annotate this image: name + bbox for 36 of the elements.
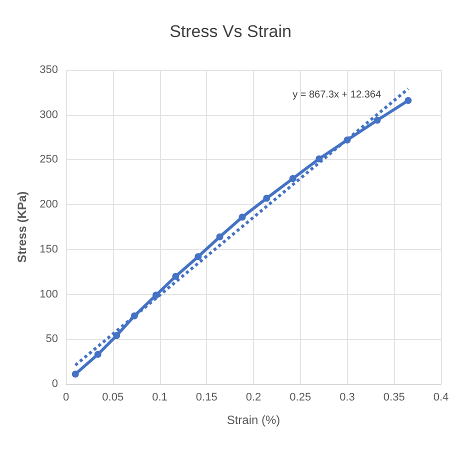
point bbox=[344, 136, 351, 144]
annotation: y = 867.3x + 12.364 bbox=[292, 90, 382, 100]
point bbox=[404, 97, 412, 104]
y-tick-label: 250 bbox=[40, 154, 58, 166]
x-tick-label: 0.3 bbox=[340, 392, 355, 404]
x-axis-title: Strain (%) bbox=[226, 413, 280, 427]
point bbox=[216, 233, 224, 240]
point bbox=[238, 214, 246, 221]
x-tick-label: 0.05 bbox=[102, 392, 124, 404]
y-tick-label: 300 bbox=[40, 108, 58, 121]
chart-title: Stress Vs Strain bbox=[170, 22, 292, 41]
point bbox=[263, 194, 270, 202]
point bbox=[316, 155, 323, 162]
y-tick-label: 150 bbox=[40, 243, 58, 256]
x-tick-label: 0.4 bbox=[433, 392, 449, 404]
point bbox=[194, 253, 202, 260]
x-tick-label: 0.15 bbox=[196, 392, 218, 404]
point bbox=[152, 292, 160, 299]
x-tick-label: 0 bbox=[62, 392, 70, 404]
x-tick-label: 0.2 bbox=[246, 392, 262, 404]
y-tick-label: 350 bbox=[40, 64, 58, 76]
y-tick-label: 200 bbox=[40, 198, 58, 211]
y-tick-label: 0 bbox=[52, 378, 58, 390]
y-tick-label: 50 bbox=[46, 333, 58, 346]
x-tick-label: 0.35 bbox=[383, 392, 405, 404]
y-tick-label: 100 bbox=[40, 288, 58, 300]
point bbox=[130, 312, 138, 320]
point bbox=[113, 332, 120, 340]
point bbox=[172, 272, 180, 280]
x-tick-label: 0.25 bbox=[290, 392, 312, 404]
x-tick-label: 0.1 bbox=[152, 392, 168, 404]
point bbox=[374, 116, 381, 124]
y-axis-title: Stress (KPa) bbox=[15, 191, 29, 263]
point bbox=[94, 350, 102, 358]
point bbox=[72, 370, 79, 378]
point bbox=[289, 175, 296, 182]
